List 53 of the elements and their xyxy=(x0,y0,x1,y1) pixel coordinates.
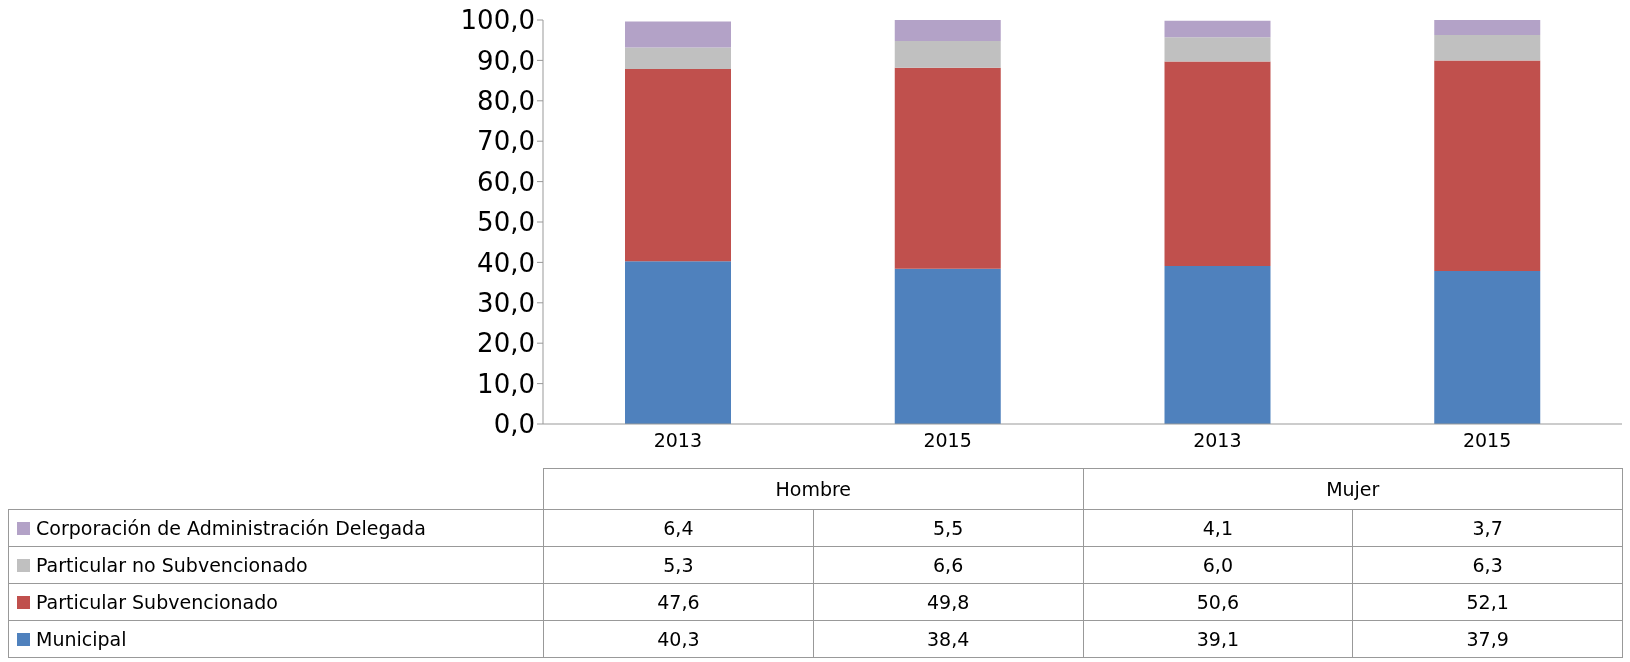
x-tick-label: 2015 xyxy=(1462,429,1512,452)
data-label: 3,7 xyxy=(1352,509,1623,547)
data-label: 50,6 xyxy=(1083,583,1353,621)
legend-label: Particular Subvencionado xyxy=(8,583,544,621)
bar xyxy=(625,47,731,69)
bar xyxy=(894,20,1001,42)
y-tick-label: 90,0 xyxy=(477,45,535,76)
y-tick-label: 60,0 xyxy=(477,166,535,197)
legend-label: Corporación de Administración Delegada xyxy=(8,509,544,547)
text: Hombre xyxy=(543,468,1084,510)
bar xyxy=(1164,37,1271,62)
bar xyxy=(625,261,731,424)
y-tick-label: 100,0 xyxy=(460,5,535,36)
y-tick-label: 40,0 xyxy=(477,247,535,278)
bar xyxy=(1164,20,1271,38)
y-tick-label: 30,0 xyxy=(477,288,535,319)
data-label: 37,9 xyxy=(1352,620,1623,658)
data-label: 6,3 xyxy=(1352,546,1623,584)
data-label: 38,4 xyxy=(813,620,1084,658)
x-tick-label: 2013 xyxy=(1193,429,1242,452)
bar xyxy=(625,68,731,262)
y-tick-label: 50,0 xyxy=(477,207,535,238)
bar xyxy=(1434,20,1541,35)
data-label: 6,0 xyxy=(1083,546,1353,584)
data-label: 52,1 xyxy=(1352,583,1623,621)
bar xyxy=(894,268,1001,424)
bar xyxy=(1434,60,1541,271)
legend-label: Particular no Subvencionado xyxy=(8,546,544,584)
bar xyxy=(894,67,1001,269)
legend-label: Municipal xyxy=(8,620,544,658)
y-tick-label: 80,0 xyxy=(477,86,535,117)
y-tick-label: 10,0 xyxy=(477,368,535,399)
data-label: 4,1 xyxy=(1083,509,1353,547)
bar xyxy=(625,21,731,48)
data-label: 49,8 xyxy=(813,583,1084,621)
bar xyxy=(1434,34,1541,61)
y-tick-label: 70,0 xyxy=(477,126,535,157)
data-label: 5,3 xyxy=(543,546,814,584)
x-tick-label: 2015 xyxy=(923,429,972,452)
bar xyxy=(1434,270,1541,424)
data-label: 47,6 xyxy=(543,583,814,621)
data-label: 6,4 xyxy=(543,509,814,547)
data-label: 5,5 xyxy=(813,509,1084,547)
y-tick-label: 20,0 xyxy=(477,328,535,359)
y-tick-label: 0,0 xyxy=(493,409,535,440)
bar xyxy=(894,41,1001,68)
text: Mujer xyxy=(1083,468,1623,510)
x-tick-label: 2013 xyxy=(653,429,703,452)
data-label: 39,1 xyxy=(1083,620,1353,658)
data-label: 40,3 xyxy=(543,620,814,658)
bar xyxy=(1164,266,1271,424)
bar xyxy=(1164,61,1271,267)
data-label: 6,6 xyxy=(813,546,1084,584)
